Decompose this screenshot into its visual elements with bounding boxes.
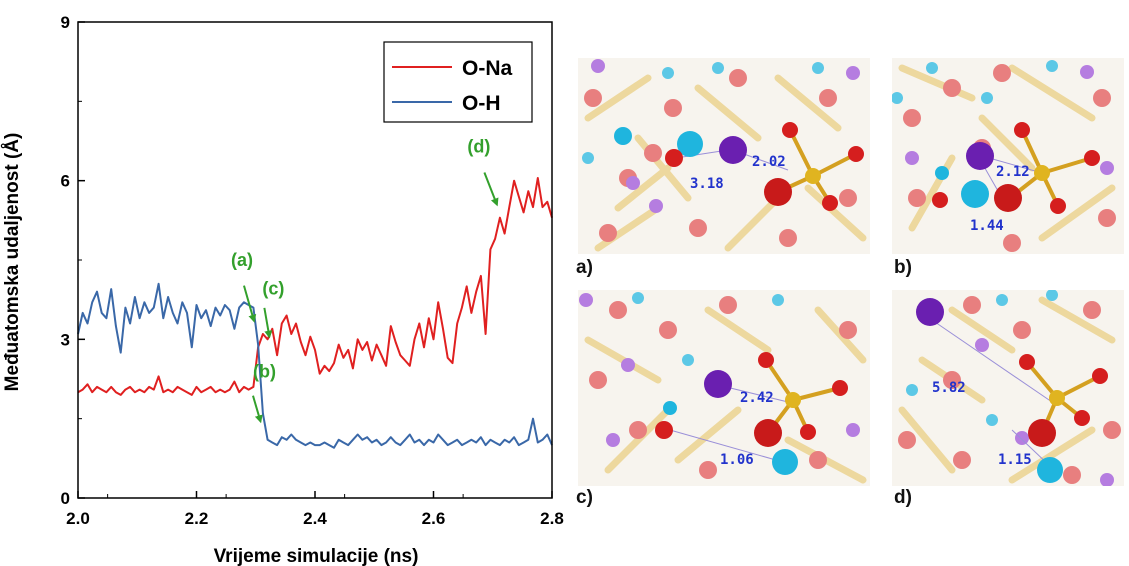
y-tick-label: 0 <box>61 489 70 508</box>
distance-line-1 <box>931 319 1053 403</box>
oxygen-atom <box>665 149 683 167</box>
oxygen-atoms <box>589 296 857 479</box>
x-tick-label: 2.4 <box>303 509 327 528</box>
distance-label: 1.15 <box>998 452 1032 468</box>
phosphate-group <box>994 122 1100 214</box>
distance-label: 1.44 <box>970 218 1004 234</box>
annotation-arrow <box>243 285 257 323</box>
legend-label-o-h: O-H <box>462 92 501 115</box>
panel-label-a: a) <box>576 257 593 278</box>
hydrogen-atoms-background <box>582 62 824 164</box>
distance-line-chart: 2.0 2.2 2.4 2.6 2.8 0 3 6 9 Vrijeme simulacije … <box>2 13 564 566</box>
series-line-o-h <box>77 282 553 449</box>
molecular-snapshot-d: 5.82 1.15 <box>898 290 1121 486</box>
snapshot-panel-d: 5.82 1.15 <box>892 290 1124 486</box>
sodium-atom <box>966 142 994 170</box>
oxygen-atoms <box>584 69 857 247</box>
event-annotations: (a) (c) (b) (d) <box>231 136 499 424</box>
snapshot-panel-c: 2.42 1.06 <box>578 290 870 486</box>
annotation-arrow <box>483 172 499 207</box>
oxygen-atom <box>932 192 948 208</box>
distance-label: 2.42 <box>740 390 774 406</box>
x-tick-label: 2.8 <box>540 509 564 528</box>
sodium-atoms-background <box>579 293 860 447</box>
hydrogen-atoms-background <box>892 60 1058 104</box>
panel-label-b: b) <box>894 257 912 278</box>
y-axis-ticks: 0 3 6 9 <box>61 13 85 508</box>
hydrogen-atom <box>772 449 798 475</box>
annotation-arrow <box>252 395 263 424</box>
series-line-o-na <box>77 177 553 396</box>
annotation-label: (d) <box>467 136 490 156</box>
sodium-atom <box>704 370 732 398</box>
phosphate-group <box>1019 354 1108 447</box>
hydrogen-atom <box>935 166 949 180</box>
y-tick-label: 6 <box>61 172 70 191</box>
oxygen-atom <box>655 421 673 439</box>
phosphate-group <box>764 122 864 211</box>
x-tick-label: 2.6 <box>422 509 446 528</box>
snapshot-panel-a: 3.18 2.02 <box>578 58 870 254</box>
phosphate-group <box>754 352 848 447</box>
hydrogen-atom <box>614 127 632 145</box>
network-bonds <box>584 74 867 252</box>
y-axis-label: Međuatomska udaljenost (Å) <box>2 133 23 392</box>
panel-label-c: c) <box>576 487 593 508</box>
x-axis-label: Vrijeme simulacije (ns) <box>214 546 419 566</box>
hydrogen-atom <box>663 401 677 415</box>
y-tick-label: 3 <box>61 330 70 349</box>
annotation-label: (a) <box>231 250 253 270</box>
distance-line-2 <box>669 429 784 463</box>
hydrogen-atoms-background <box>906 290 1058 426</box>
molecular-snapshot-c: 2.42 1.06 <box>579 292 867 484</box>
legend-label-o-na: O-Na <box>462 57 512 80</box>
network-bonds <box>898 64 1116 242</box>
hydrogen-atom <box>677 131 703 157</box>
panel-label-d: d) <box>894 487 912 508</box>
hydrogen-atoms-background <box>632 292 784 366</box>
x-tick-label: 2.0 <box>66 509 90 528</box>
legend: O-Na O-H <box>383 41 533 123</box>
hydrogen-atom <box>961 180 989 208</box>
x-axis-ticks: 2.0 2.2 2.4 2.6 2.8 <box>66 491 564 528</box>
x-tick-label: 2.2 <box>185 509 209 528</box>
sodium-atoms-background <box>975 338 1114 486</box>
distance-label: 1.06 <box>720 452 754 468</box>
y-tick-label: 9 <box>61 13 70 32</box>
annotation-label: (c) <box>262 279 284 299</box>
distance-label: 5.82 <box>932 380 966 396</box>
oxygen-atoms <box>898 296 1121 484</box>
legend-box <box>383 41 533 123</box>
distance-label: 2.12 <box>996 164 1030 180</box>
sodium-atoms-background <box>591 59 860 213</box>
distance-label: 3.18 <box>690 176 724 192</box>
molecular-snapshot-b: 2.12 1.44 <box>892 60 1116 252</box>
sodium-atom <box>916 298 944 326</box>
sodium-atoms-background <box>905 65 1114 175</box>
annotation-label: (b) <box>253 361 276 381</box>
sodium-atom <box>719 136 747 164</box>
annotation-arrow <box>263 307 273 339</box>
snapshot-panel-b: 2.12 1.44 <box>892 58 1124 254</box>
distance-label: 2.02 <box>752 154 786 170</box>
hydrogen-atom <box>1037 457 1063 483</box>
molecular-snapshot-a: 3.18 2.02 <box>582 59 867 252</box>
series-lines <box>77 177 553 449</box>
